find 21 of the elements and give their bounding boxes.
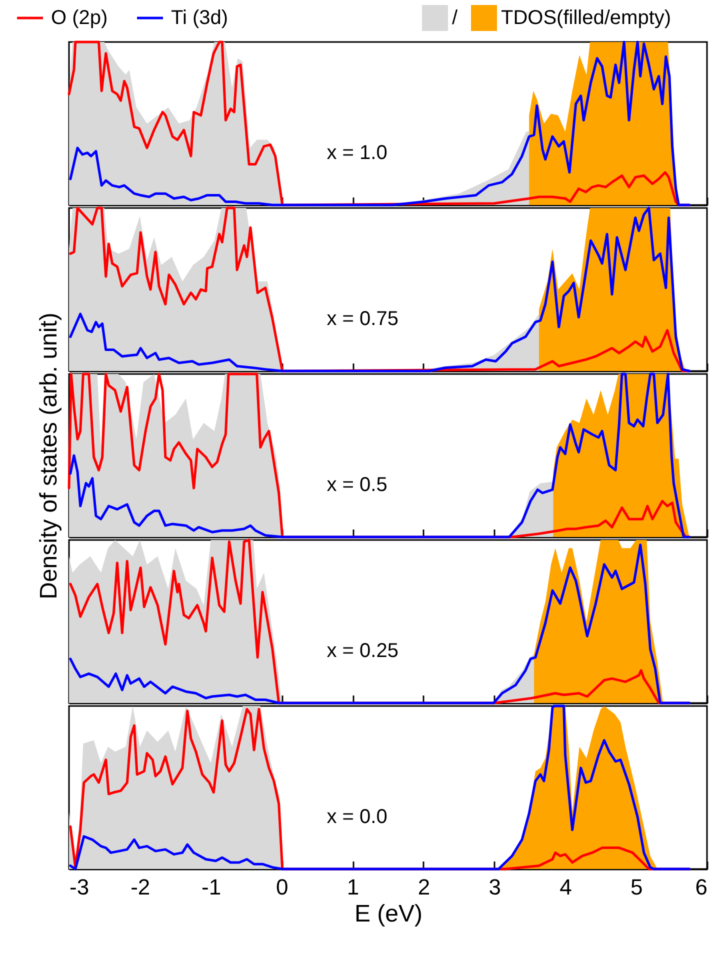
legend-label: TDOS(filled/empty) bbox=[501, 7, 672, 29]
x-tick-label: 4 bbox=[560, 874, 572, 900]
annotation: x = 1.0 bbox=[326, 142, 388, 164]
x-tick-label: 3 bbox=[488, 874, 501, 900]
x-tick-label: -1 bbox=[201, 874, 222, 900]
legend-label: O (2p) bbox=[51, 7, 108, 29]
annotation: x = 0.25 bbox=[326, 640, 398, 662]
y-axis-title: Density of states (arb. unit) bbox=[36, 312, 62, 600]
x-tick-label: 0 bbox=[276, 874, 288, 900]
annotation: x = 0.5 bbox=[326, 474, 388, 496]
legend-label: / bbox=[452, 7, 458, 29]
x-tick-label: 1 bbox=[346, 874, 360, 900]
annotation: x = 0.75 bbox=[326, 308, 398, 330]
x-axis-title: E (eV) bbox=[354, 900, 423, 928]
annotation: x = 0.0 bbox=[326, 806, 388, 828]
legend-label: Ti (3d) bbox=[171, 7, 228, 29]
x-tick-label: -3 bbox=[70, 874, 90, 900]
x-tick-label: 2 bbox=[418, 874, 430, 900]
x-tick-label: 5 bbox=[630, 874, 643, 900]
x-tick-label: 6 bbox=[695, 874, 708, 900]
x-tick-label: -2 bbox=[130, 874, 150, 900]
